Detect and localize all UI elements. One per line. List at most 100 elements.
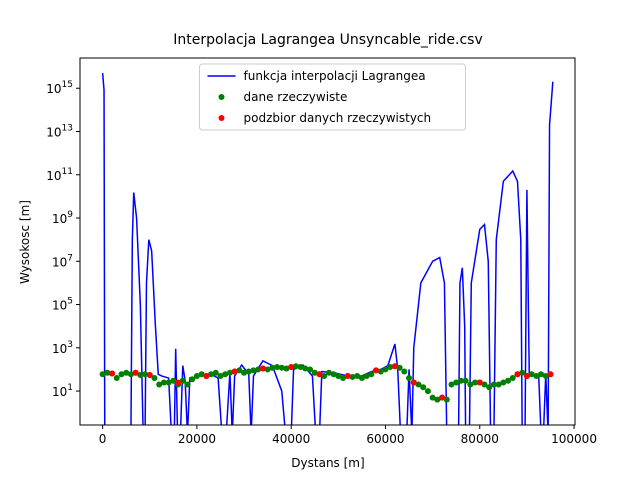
- data-point: [165, 379, 172, 386]
- data-point: [311, 369, 318, 376]
- y-tick-label: 101: [52, 383, 73, 399]
- data-point: [132, 369, 139, 376]
- data-point: [467, 381, 474, 388]
- y-tick-label: 103: [52, 340, 73, 356]
- data-point: [453, 379, 460, 386]
- data-point: [217, 372, 224, 379]
- legend-marker: [218, 94, 225, 100]
- data-point: [151, 375, 158, 382]
- data-point: [358, 375, 365, 382]
- data-point: [189, 376, 196, 383]
- data-point: [538, 371, 545, 378]
- data-point: [547, 371, 554, 378]
- data-point: [250, 367, 257, 374]
- data-point: [170, 377, 177, 384]
- data-point: [500, 379, 507, 386]
- data-point: [349, 373, 356, 380]
- x-tick-label: 60000: [366, 432, 404, 446]
- data-point: [523, 372, 530, 379]
- data-point: [368, 371, 375, 378]
- data-point: [269, 364, 276, 371]
- data-point: [231, 368, 238, 375]
- data-point: [382, 366, 389, 373]
- data-point: [424, 388, 431, 395]
- data-point: [533, 372, 540, 379]
- data-point: [137, 372, 144, 379]
- data-point: [448, 381, 455, 388]
- x-tick-label: 0: [99, 432, 107, 446]
- data-point: [288, 363, 295, 370]
- data-point: [321, 372, 328, 379]
- legend-label: podzbior danych rzeczywistych: [244, 111, 432, 125]
- y-tick-label: 107: [52, 253, 73, 269]
- data-point: [387, 363, 394, 370]
- data-point: [278, 364, 285, 371]
- data-point: [109, 370, 116, 377]
- data-point: [373, 367, 380, 374]
- data-point: [203, 372, 210, 379]
- data-point: [160, 379, 167, 386]
- plot-area: [99, 73, 554, 425]
- data-point: [123, 369, 130, 376]
- data-point: [179, 377, 186, 384]
- data-point: [391, 363, 398, 370]
- data-point: [264, 366, 271, 373]
- data-point: [377, 368, 384, 375]
- data-point: [410, 379, 417, 386]
- data-point: [330, 371, 337, 378]
- data-point: [415, 381, 422, 388]
- data-point: [420, 384, 427, 391]
- legend-box: [199, 63, 466, 131]
- data-point: [99, 371, 106, 378]
- data-point: [118, 371, 125, 378]
- data-point: [514, 371, 521, 378]
- y-tick-label: 1015: [46, 80, 73, 96]
- y-tick-label: 109: [52, 210, 73, 226]
- data-point: [198, 371, 205, 378]
- data-point: [542, 372, 549, 379]
- y-tick-label: 105: [52, 297, 73, 313]
- data-point: [208, 371, 215, 378]
- data-point: [509, 375, 516, 382]
- data-point: [255, 366, 262, 373]
- data-point: [302, 365, 309, 372]
- axes-frame: [79, 57, 576, 426]
- data-point: [193, 372, 200, 379]
- data-point: [457, 377, 464, 384]
- data-point: [113, 375, 120, 382]
- legend-label: dane rzeczywiste: [244, 90, 348, 104]
- data-point: [127, 371, 134, 378]
- data-point: [236, 367, 243, 374]
- data-point: [245, 368, 252, 375]
- data-point: [142, 371, 149, 378]
- data-point: [401, 368, 408, 375]
- x-tick-label: 100000: [551, 432, 597, 446]
- legend-marker: [218, 115, 225, 121]
- data-point: [434, 396, 441, 403]
- data-point: [325, 369, 332, 376]
- data-point: [283, 365, 290, 372]
- y-axis-label: Wysokosc [m]: [18, 200, 32, 284]
- x-tick-label: 40000: [272, 432, 310, 446]
- data-point: [297, 363, 304, 370]
- data-point: [528, 371, 535, 378]
- data-point: [226, 369, 233, 376]
- data-point: [472, 379, 479, 386]
- data-point: [476, 379, 483, 386]
- data-point: [505, 377, 512, 384]
- data-point: [486, 384, 493, 391]
- data-point: [146, 372, 153, 379]
- data-point: [222, 371, 229, 378]
- data-point: [462, 377, 469, 384]
- data-point: [340, 375, 347, 382]
- data-point: [274, 363, 281, 370]
- data-point: [292, 363, 299, 370]
- data-point: [363, 372, 370, 379]
- data-point: [307, 366, 314, 373]
- data-point: [104, 369, 111, 376]
- y-tick-label: 1011: [46, 167, 73, 183]
- data-point: [316, 371, 323, 378]
- data-point: [519, 369, 526, 376]
